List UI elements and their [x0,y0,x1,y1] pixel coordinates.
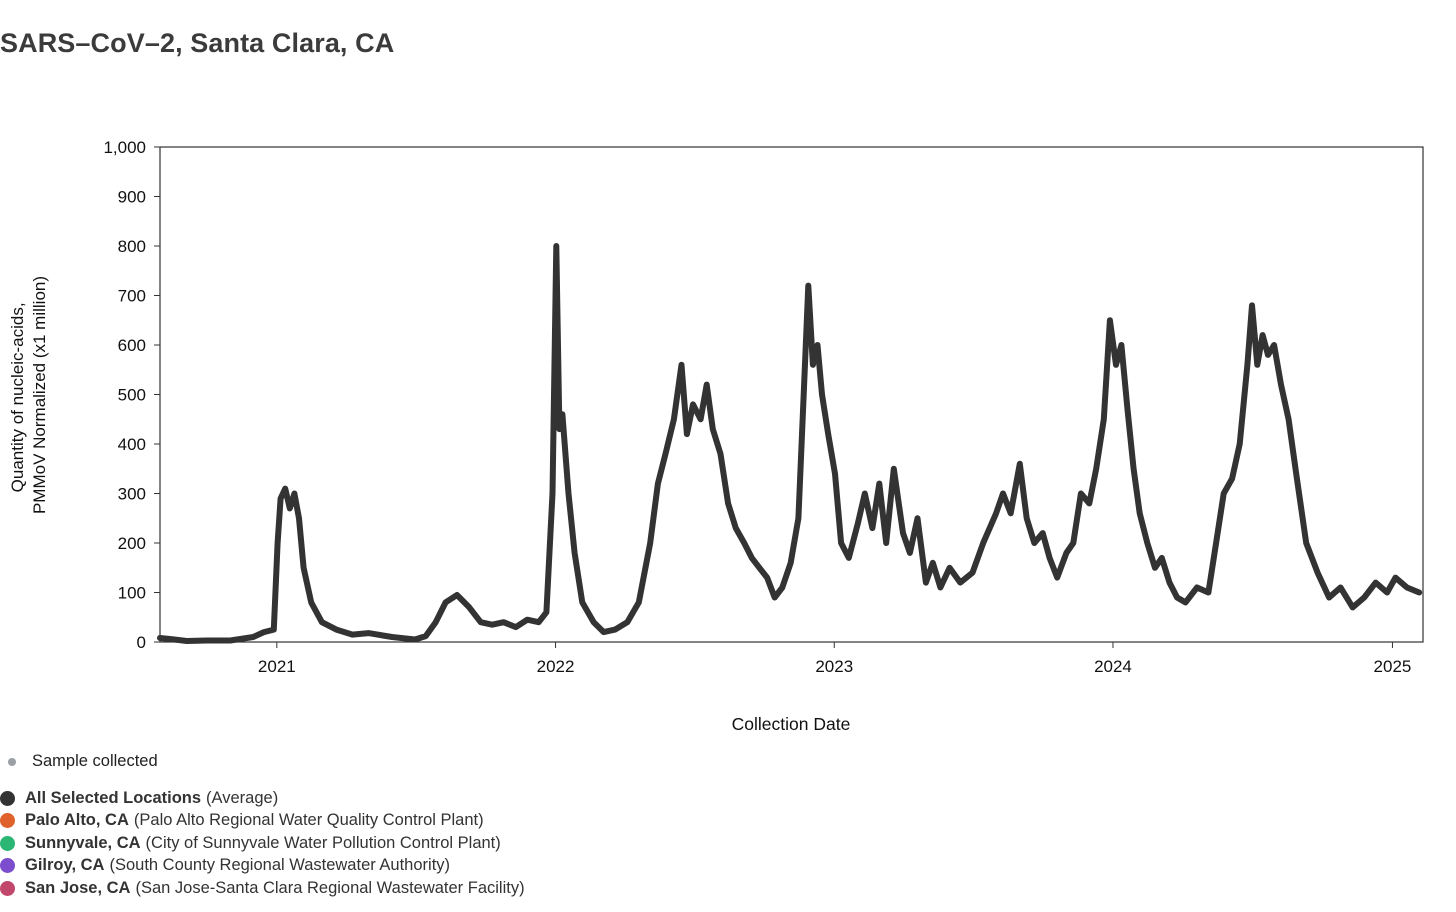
plot-frame [159,146,1424,643]
legend-sample-collected: Sample collected [8,752,158,771]
legend-item-desc: (Average) [206,788,279,807]
y-axis-label-line-1: Quantity of nucleic-acids, [8,302,27,492]
series-line-all-locations [157,243,1423,644]
page-title: SARS–CoV–2, Santa Clara, CA [0,28,395,58]
legend-dot-icon [0,880,15,896]
y-tick-label: 600 [118,336,146,355]
legend-item-name: Gilroy, CA [25,856,105,875]
legend-dot-icon [0,813,15,829]
legend-item-san-jose[interactable]: San Jose, CA (San Jose-Santa Clara Regio… [0,877,525,900]
sample-dot-icon [8,757,16,766]
legend-item-desc: (Palo Alto Regional Water Quality Contro… [133,811,484,830]
y-tick-label: 800 [118,237,146,256]
legend-item-name: Palo Alto, CA [25,811,129,830]
y-tick-label: 900 [118,188,146,207]
y-tick-label: 100 [118,584,146,603]
legend-dot-icon [0,858,15,874]
y-tick-label: 500 [118,386,146,405]
legend-dot-icon [0,835,15,851]
legend-item-name: San Jose, CA [25,878,131,897]
legend-item-desc: (City of Sunnyvale Water Pollution Contr… [145,833,501,852]
x-axis-label: Collection Date [732,714,851,734]
legend-item-desc: (South County Regional Wastewater Author… [109,856,451,875]
legend-dot-icon [0,790,15,806]
legend-item-all-locations[interactable]: All Selected Locations (Average) [0,787,525,810]
x-tick-label: 2021 [258,657,296,676]
legend-item-desc: (San Jose-Santa Clara Regional Wastewate… [135,878,525,897]
x-tick-label: 2022 [537,657,575,676]
y-axis: 0 100 200 300 400 500 600 700 800 900 1,000 [103,138,160,652]
y-tick-label: 0 [137,633,146,652]
y-tick-label: 300 [118,485,146,504]
x-axis: 2021 2022 2023 2024 2025 [258,642,1411,676]
x-tick-label: 2023 [815,657,853,676]
legend-item-palo-alto[interactable]: Palo Alto, CA (Palo Alto Regional Water … [0,810,525,833]
legend: All Selected Locations (Average) Palo Al… [0,787,525,900]
y-tick-label: 200 [118,534,146,553]
y-tick-label: 1,000 [103,138,146,157]
y-axis-label-line-2: PMMoV Normalized (x1 million) [30,276,49,514]
legend-item-sunnyvale[interactable]: Sunnyvale, CA (City of Sunnyvale Water P… [0,832,525,855]
legend-item-gilroy[interactable]: Gilroy, CA (South County Regional Wastew… [0,855,525,878]
legend-item-name: All Selected Locations [25,788,202,807]
x-tick-label: 2025 [1374,657,1412,676]
x-tick-label: 2024 [1094,657,1132,676]
y-tick-label: 700 [118,287,146,306]
legend-sample-label: Sample collected [32,752,158,770]
y-tick-label: 400 [118,435,146,454]
series-layer [157,243,1423,644]
y-axis-label: Quantity of nucleic-acids, PMMoV Normali… [8,276,49,514]
legend-item-name: Sunnyvale, CA [25,833,141,852]
